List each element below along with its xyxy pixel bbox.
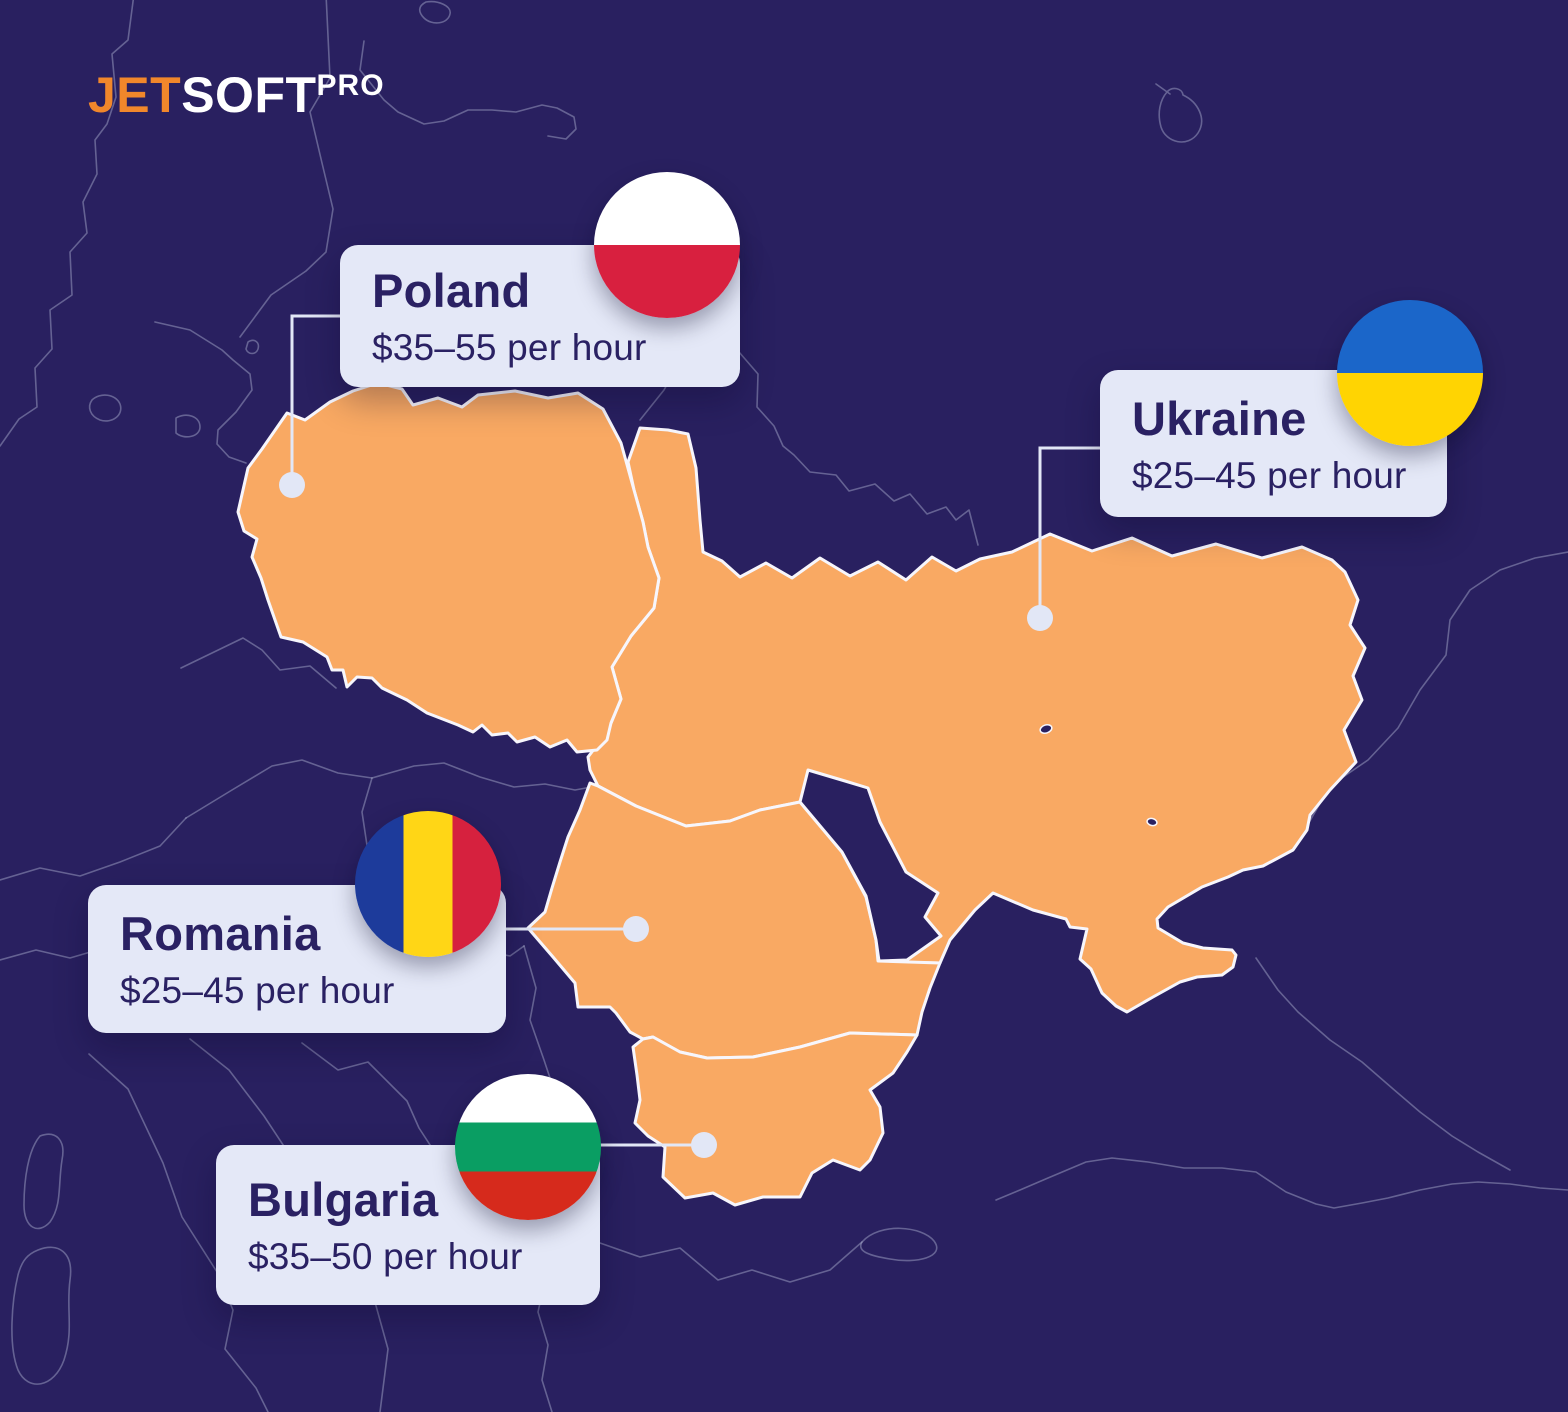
bulgaria-rate-value: $35–50 per hour [248,1236,523,1277]
jetsoftpro-logo: JET SOFT PRO [88,70,385,120]
romania-country-name: Romania [120,907,321,960]
romania-rate-value: $25–45 per hour [120,970,395,1011]
poland-flag-icon [594,172,740,318]
poland-region [236,381,661,754]
logo-jet: JET [88,67,182,123]
romania-region [526,781,942,1060]
poland-rate-value: $35–55 per hour [372,327,647,368]
ukraine-country-name: Ukraine [1132,391,1307,445]
poland-country-name: Poland [372,264,531,317]
ukraine-flag-icon [1337,300,1483,446]
bulgaria-country-name: Bulgaria [248,1173,439,1226]
reservoir-speck [1039,724,1053,734]
romania-map-pin [623,916,649,942]
moldova-region [798,768,943,963]
ukraine-map-pin [1027,605,1053,631]
poland-connector-line [290,314,340,485]
romania-flag-icon [355,811,501,957]
ukraine-connector-line [1038,446,1100,618]
logo-soft: SOFT [181,67,317,123]
bulgaria-region [631,1031,919,1207]
highlighted-countries [236,381,1367,1207]
ukraine-rate-value: $25–45 per hour [1132,454,1407,496]
bulgaria-map-pin [691,1132,717,1158]
reservoir-speck [1146,817,1158,827]
connectors [279,314,1100,1158]
poland-map-pin [279,472,305,498]
bulgaria-flag-icon [455,1074,601,1220]
logo-pro: PRO [316,69,385,102]
